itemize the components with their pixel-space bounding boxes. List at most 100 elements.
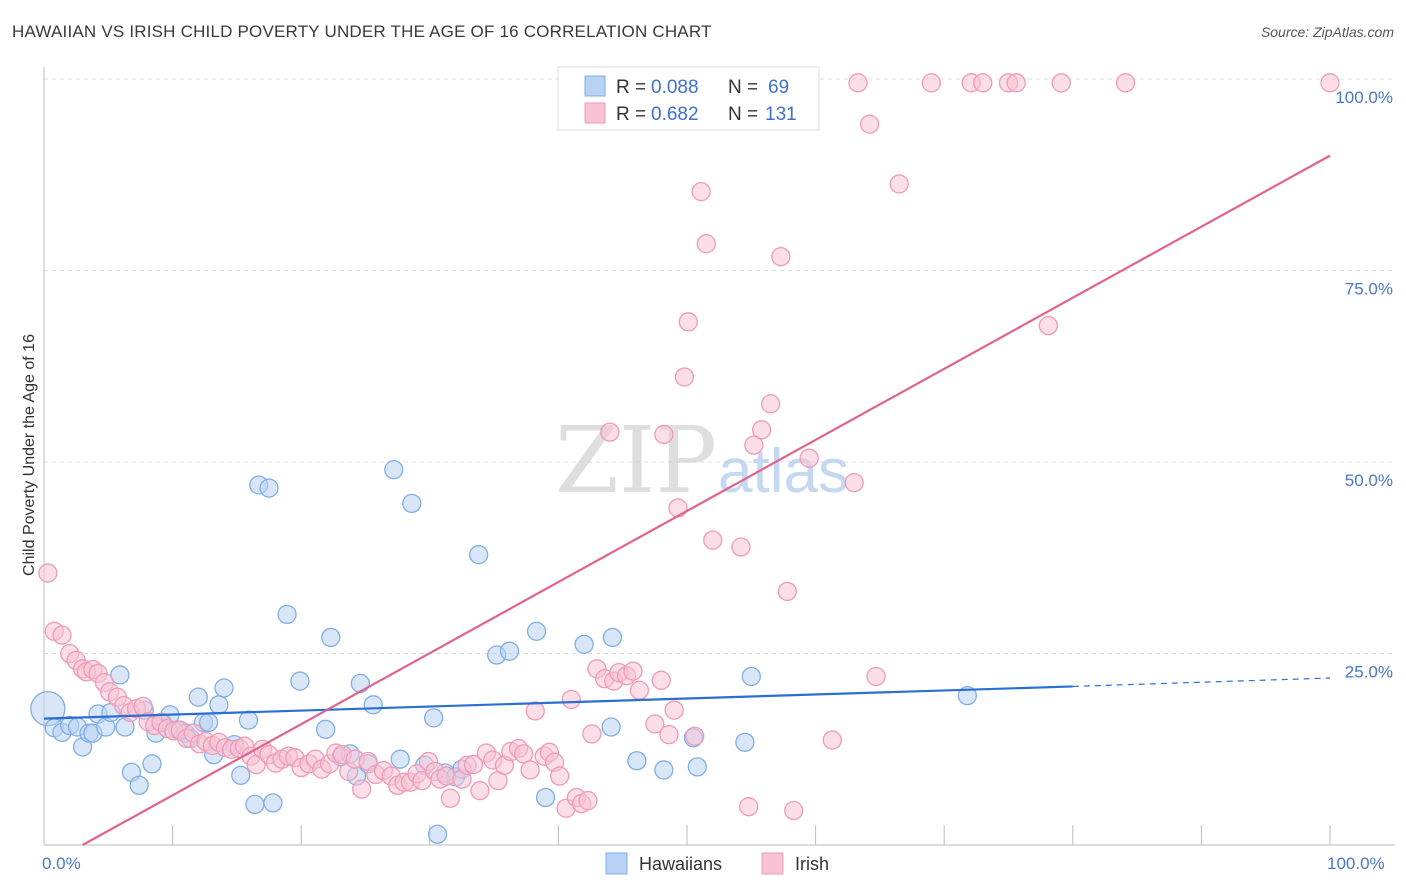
legend-n-label-irish: N = [728, 104, 758, 125]
irish-point [859, 114, 880, 134]
irish-point [525, 701, 545, 721]
irish-point [659, 725, 679, 745]
hawaiians-point [402, 493, 422, 514]
chart-title: HAWAIIAN VS IRISH CHILD POVERTY UNDER TH… [12, 22, 712, 41]
hawaiians-point [427, 824, 448, 844]
irish-point [777, 581, 797, 602]
hawaiians-point [315, 719, 336, 739]
irish-point [751, 420, 772, 440]
irish-point [760, 394, 781, 414]
hawaiians-point [363, 695, 383, 715]
y-tick-labels: 25.0% 50.0% 75.0% 100.0% [1335, 88, 1393, 682]
irish-point [52, 625, 72, 645]
hawaiians-point [526, 621, 547, 641]
irish-point [470, 780, 490, 801]
trend-line-hawaiians-extension [1072, 677, 1331, 688]
irish-point [739, 797, 759, 817]
y-tick-label-25: 25.0% [1345, 663, 1393, 682]
irish-point [799, 448, 819, 468]
irish-point [1051, 73, 1071, 93]
hawaiians-point [390, 749, 410, 769]
irish-point [645, 714, 665, 734]
y-tick-label-75: 75.0% [1345, 280, 1393, 299]
irish-point [1038, 316, 1059, 336]
y-tick-label-100: 100.0% [1335, 88, 1393, 107]
irish-point [889, 174, 909, 194]
source-label: Source: ZipAtlas.com [1260, 24, 1394, 40]
x-tick-label-max: 100.0% [1327, 854, 1385, 873]
hawaiians-point [238, 710, 259, 730]
irish-point [771, 247, 791, 267]
legend-n-value-irish: 131 [765, 104, 797, 125]
bottom-legend-label-hawaiians: Hawaiians [639, 854, 722, 874]
legend-r-label-hawaiians: R = [616, 77, 646, 98]
trend-line-irish [82, 154, 1331, 846]
hawaiians-point [469, 545, 489, 565]
bottom-legend-swatch-irish [761, 852, 784, 875]
hawaiians-point [290, 671, 310, 691]
hawaiians-point [209, 695, 229, 715]
hawaiians-point [231, 765, 251, 785]
legend-swatch-irish [584, 102, 606, 124]
irish-point [1006, 73, 1026, 93]
y-axis-label: Child Poverty Under the Age of 16 [21, 334, 38, 576]
irish-point [668, 498, 688, 518]
hawaiians-point [350, 673, 371, 694]
irish-point [731, 537, 751, 557]
irish-point [848, 73, 868, 93]
hawaiians-point [602, 627, 623, 648]
legend-swatch-hawaiians [584, 75, 606, 97]
hawaiians-point [321, 627, 341, 648]
irish-point [696, 234, 716, 254]
hawaiians-point [110, 665, 130, 685]
irish-point [463, 754, 484, 775]
irish-point [822, 730, 842, 750]
bottom-legend-label-irish: Irish [795, 854, 829, 874]
irish-point [664, 700, 684, 720]
irish-point [703, 530, 723, 550]
irish-point [1320, 73, 1340, 93]
irish-point [678, 312, 698, 332]
hawaiians-point [384, 460, 404, 480]
hawaiians-point [687, 757, 707, 777]
legend-r-value-irish: 0.682 [651, 104, 699, 125]
irish-point [440, 788, 461, 808]
legend-r-value-hawaiians: 0.088 [651, 77, 699, 98]
irish-point [654, 424, 674, 445]
trend-lines [43, 154, 1331, 846]
irish-point [623, 661, 643, 681]
hawaiians-point [499, 641, 520, 661]
hawaiians-point [654, 760, 674, 780]
hawaiians-point [741, 666, 761, 687]
irish-point [921, 73, 941, 93]
hawaiians-point [957, 685, 977, 706]
irish-point [866, 666, 886, 687]
hawaiians-point [198, 712, 219, 733]
irish-point [674, 367, 695, 387]
hawaiians-point [277, 604, 297, 625]
hawaiians-point [245, 794, 265, 815]
bottom-legend-swatch-hawaiians [605, 852, 628, 875]
irish-point [38, 563, 58, 583]
hawaiians-point [263, 793, 283, 813]
trend-line-hawaiians [43, 685, 1073, 720]
hawaiians-point [574, 634, 594, 654]
hawaiians-point [424, 708, 444, 728]
hawaiians-point [188, 687, 208, 707]
grid [44, 78, 1395, 654]
irish-point [582, 724, 602, 744]
irish-point [844, 473, 864, 493]
y-tick-label-50: 50.0% [1345, 471, 1393, 490]
irish-point [1115, 73, 1136, 93]
irish-point [514, 744, 534, 764]
hawaiians-point [535, 787, 556, 808]
irish-point [550, 766, 570, 786]
irish-point [651, 670, 671, 690]
irish-point [691, 181, 711, 202]
hawaiians-point [259, 478, 279, 498]
hawaiians-point [735, 732, 755, 753]
legend-r-label-irish: R = [616, 104, 646, 125]
watermark-zip: ZIP [555, 407, 717, 514]
irish-point [744, 435, 764, 455]
